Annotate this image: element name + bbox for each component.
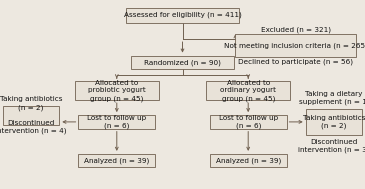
Text: Allocated to
ordinary yogurt
group (n = 45): Allocated to ordinary yogurt group (n = … [220, 80, 276, 102]
Text: Analyzed (n = 39): Analyzed (n = 39) [216, 157, 281, 164]
Text: Taking a dietary
supplement (n = 1)

Taking antibiotics
(n = 2)

Discontinued
in: Taking a dietary supplement (n = 1) Taki… [298, 91, 365, 153]
Text: Lost to follow up
(n = 6): Lost to follow up (n = 6) [87, 115, 146, 129]
Text: Allocated to
probiotic yogurt
group (n = 45): Allocated to probiotic yogurt group (n =… [88, 80, 146, 102]
FancyBboxPatch shape [206, 81, 290, 100]
Text: Randomized (n = 90): Randomized (n = 90) [144, 59, 221, 66]
FancyBboxPatch shape [210, 154, 287, 167]
FancyBboxPatch shape [126, 8, 239, 23]
Text: Assessed for eligibility (n = 411): Assessed for eligibility (n = 411) [124, 12, 241, 18]
FancyBboxPatch shape [78, 154, 155, 167]
Text: Taking antibiotics
(n = 2)

Discontinued
intervention (n = 4): Taking antibiotics (n = 2) Discontinued … [0, 96, 67, 134]
FancyBboxPatch shape [210, 115, 287, 129]
FancyBboxPatch shape [306, 109, 362, 135]
FancyBboxPatch shape [131, 56, 234, 69]
Text: Lost to follow up
(n = 6): Lost to follow up (n = 6) [219, 115, 278, 129]
FancyBboxPatch shape [235, 34, 356, 57]
FancyBboxPatch shape [78, 115, 155, 129]
Text: Analyzed (n = 39): Analyzed (n = 39) [84, 157, 149, 164]
Text: Excluded (n = 321)

Not meeting inclusion criteria (n = 265)

Declined to partic: Excluded (n = 321) Not meeting inclusion… [224, 26, 365, 65]
FancyBboxPatch shape [3, 106, 59, 125]
FancyBboxPatch shape [75, 81, 159, 100]
